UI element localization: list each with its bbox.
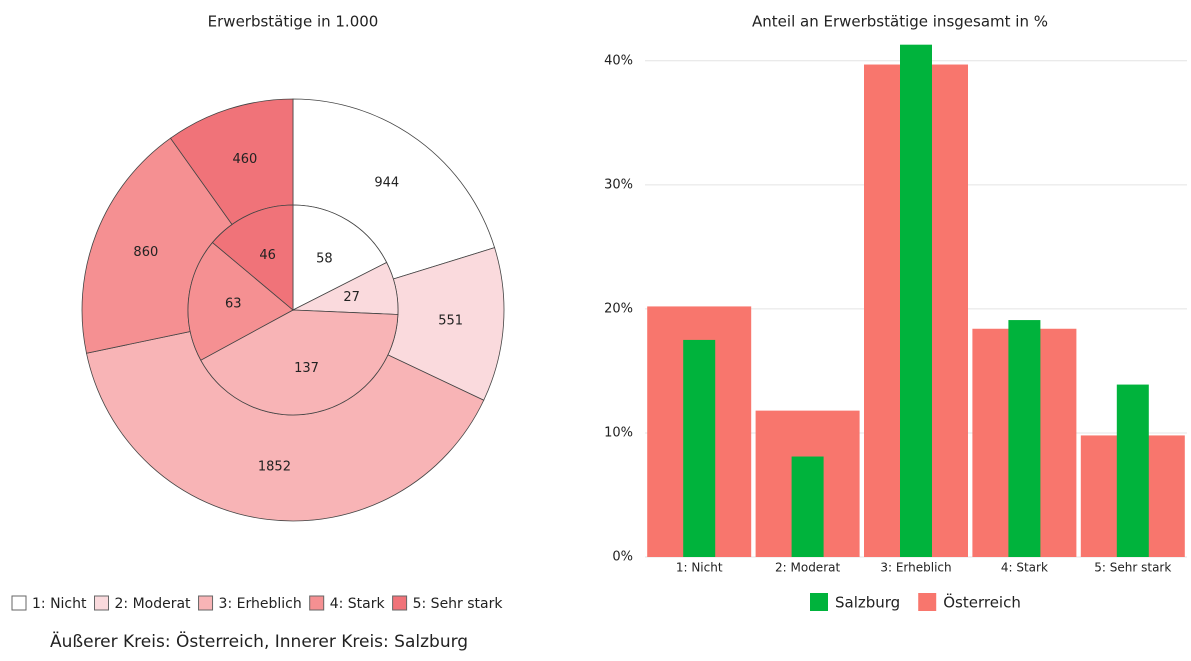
slice-label: 944 <box>374 175 399 190</box>
pie-slice <box>211 204 294 311</box>
slice-label: 63 <box>225 297 242 312</box>
slice-label: 460 <box>232 152 257 167</box>
x-tick-label: 4: Stark <box>1001 561 1048 575</box>
legend-swatch <box>918 593 937 611</box>
slice-label: 58 <box>316 251 333 266</box>
y-tick-label: 40% <box>604 53 633 68</box>
legend-swatch <box>309 595 325 611</box>
slice-label: 1852 <box>258 459 291 474</box>
legend-swatch <box>392 595 408 611</box>
slice-label: 860 <box>133 245 158 260</box>
y-tick-label: 0% <box>612 550 633 565</box>
bar <box>1008 320 1041 557</box>
bar-title: Anteil an Erwerbstätige insgesamt in % <box>752 13 1048 31</box>
bar <box>1116 384 1149 557</box>
slice-label: 46 <box>259 248 276 263</box>
legend-label: Österreich <box>943 593 1021 612</box>
legend-label: Salzburg <box>835 594 900 612</box>
bar <box>683 339 716 557</box>
legend-swatch <box>810 593 828 611</box>
slice-label: 27 <box>343 290 360 305</box>
y-tick-label: 30% <box>604 177 633 192</box>
slice-label: 551 <box>438 314 463 329</box>
y-tick-label: 20% <box>604 301 633 316</box>
legend-swatch <box>198 595 214 611</box>
x-tick-label: 3: Erheblich <box>880 561 951 575</box>
pie-slice <box>187 241 294 361</box>
bar <box>900 44 932 557</box>
legend-label: 4: Stark <box>330 596 386 612</box>
y-tick-label: 10% <box>604 425 633 440</box>
legend-label: 2: Moderat <box>115 596 192 612</box>
slice-label: 137 <box>294 361 319 376</box>
x-tick-label: 1: Nicht <box>676 561 723 575</box>
legend-swatch <box>11 595 27 611</box>
pie-slice <box>200 309 399 416</box>
pie-note: Äußerer Kreis: Österreich, Innerer Kreis… <box>50 630 468 652</box>
legend-label: 3: Erheblich <box>219 596 302 612</box>
legend-swatch <box>94 595 109 611</box>
legend-label: 1: Nicht <box>32 596 87 612</box>
x-tick-label: 5: Sehr stark <box>1094 561 1171 575</box>
x-tick-label: 2: Moderat <box>775 561 840 575</box>
bar <box>791 456 824 557</box>
pie-title: Erwerbstätige in 1.000 <box>208 13 379 31</box>
legend-label: 5: Sehr stark <box>413 596 504 612</box>
